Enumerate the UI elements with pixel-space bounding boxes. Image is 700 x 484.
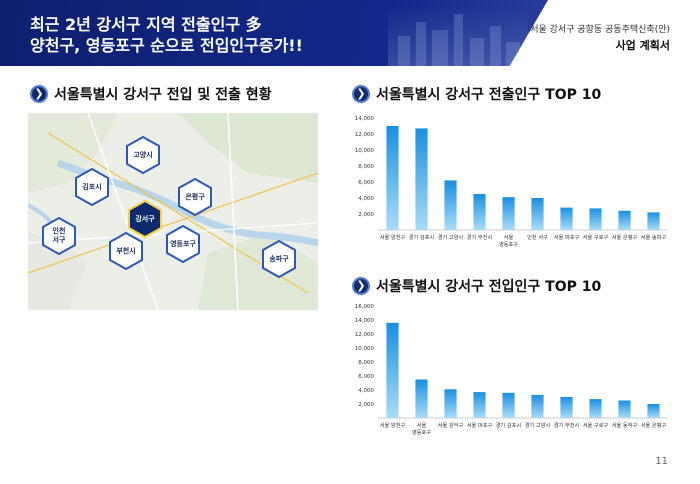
map-region-label: 인천 서구 [52,227,66,244]
outflow-y-tick-label: 4,000 [358,196,374,202]
page-number: 11 [655,456,668,467]
header-title: 최근 2년 강서구 지역 전출인구 多 양천구, 영등포구 순으로 전입인구증가… [30,14,303,56]
map-region-label: 부천시 [116,246,136,255]
outflow-x-tick-label: 서울 은평구 [612,233,638,241]
map-region-2: 김포시 [75,168,109,206]
outflow-y-tick-label: 14,000 [355,116,375,122]
chevron-right-icon: ❯ [352,85,370,103]
map-section-title: ❯ 서울특별시 강서구 전입 및 전출 현황 [30,84,272,104]
map-region-6: 부천시 [109,232,143,270]
outflow-bar [386,126,399,230]
inflow-x-tick-label: 서울 동작구 [612,421,638,429]
inflow-section-title: ❯ 서울특별시 강서구 전입인구 TOP 10 [352,276,601,296]
outflow-bar [531,198,544,230]
map-region-8: 송파구 [262,240,296,278]
document-title: 사업 계획서 [615,39,670,52]
outflow-bar-chart: 14,000 12,000 10,000 8,000 6,000 4,000 2,000 서울… [355,116,668,248]
outflow-y-tick-label: 2,000 [358,212,374,218]
outflow-bar [647,212,660,230]
inflow-x-tick-label: 서울 영등포구 [412,421,431,436]
inflow-bar [473,392,486,418]
map-region-label: 강서구 [135,214,155,223]
inflow-y-tick-label: 10,000 [355,346,375,352]
inflow-section-title-text: 서울특별시 강서구 전입인구 TOP 10 [376,279,602,295]
outflow-x-tick-label: 서울 송파구 [641,233,667,241]
inflow-x-tick-label: 서울 구로구 [583,421,609,429]
map-background [28,113,318,310]
inflow-x-tick-label: 서울 관악구 [438,421,464,429]
outflow-bar [560,207,573,230]
inflow-bar-chart: 16,000 14,000 12,000 10,000 8,000 6,000 4,000 2… [355,304,668,436]
header-title-line-2: 양천구, 영등포구 순으로 전입인구증가!! [30,36,303,55]
outflow-x-tick-label: 경기 고양시 [438,233,464,241]
outflow-bar [415,128,428,230]
map-region-4: 강서구 [128,200,162,238]
outflow-x-tick-label: 서울 마포구 [554,233,580,241]
inflow-bar [531,394,544,418]
inflow-bar [444,389,457,418]
outflow-section-title-text: 서울특별시 강서구 전출인구 TOP 10 [376,87,602,103]
map-region-1: 고양시 [126,136,160,174]
outflow-y-tick-label: 8,000 [358,164,374,170]
inflow-x-tick-label: 경기 부천시 [554,421,580,429]
inflow-bar [502,392,515,418]
inflow-y-tick-label: 4,000 [358,388,374,394]
outflow-x-tick-label: 경기 부천시 [467,233,493,241]
inflow-x-tick-label: 서울 은평구 [641,421,667,429]
chevron-right-icon: ❯ [352,277,370,295]
inflow-y-tick-label: 16,000 [355,304,375,310]
project-name: 서울 강서구 공항동 공동주택신축(안) [530,25,670,35]
outflow-x-tick-label: 서울 양천구 [380,233,406,241]
map-region-label: 송파구 [269,254,289,263]
header-title-line-1: 최근 2년 강서구 지역 전출인구 多 [30,15,262,34]
outflow-bar [618,210,631,230]
inflow-y-tick-label: 6,000 [358,374,374,380]
inflow-bar [647,404,660,418]
outflow-y-tick-label: 6,000 [358,180,374,186]
header-banner [0,0,548,66]
inflow-x-tick-label: 서울 마포구 [467,421,493,429]
page-header: 최근 2년 강서구 지역 전출인구 多 양천구, 영등포구 순으로 전입인구증가… [0,0,700,66]
inflow-x-tick-label: 경기 김포시 [496,421,522,429]
outflow-x-tick-label: 인천 서구 [527,233,548,241]
inflow-bar [386,322,399,418]
inflow-bar [589,399,602,418]
outflow-y-tick-label: 10,000 [355,148,375,154]
outflow-y-tick-label: 12,000 [355,132,375,138]
outflow-bar [473,194,486,230]
inflow-y-tick-label: 2,000 [358,402,374,408]
inflow-y-tick-label: 14,000 [355,318,375,324]
inflow-x-tick-label: 서울 양천구 [380,421,406,429]
inflow-y-tick-label: 8,000 [358,360,374,366]
outflow-section-title: ❯ 서울특별시 강서구 전출인구 TOP 10 [352,84,601,104]
map-section-title-text: 서울특별시 강서구 전입 및 전출 현황 [54,87,272,103]
inflow-bar [618,400,631,418]
inflow-bar [415,379,428,418]
outflow-bar [444,180,457,230]
document-info: 서울 강서구 공항동 공동주택신축(안) 사업 계획서 [530,22,670,53]
inflow-y-tick-label: 12,000 [355,332,375,338]
outflow-x-tick-label: 서울 구로구 [583,233,609,241]
map-region-3: 은평구 [178,178,212,216]
city-skyline-image [388,6,528,66]
map-region-5: 인천 서구 [42,217,76,255]
chevron-right-icon: ❯ [30,85,48,103]
map-region-7: 영등포구 [166,225,200,263]
map-region-label: 영등포구 [170,239,196,248]
outflow-bar [589,208,602,230]
map-region-label: 고양시 [133,150,153,159]
map-region-label: 은평구 [185,192,205,201]
outflow-bar [502,197,515,230]
inflow-bar [560,397,573,418]
map-region-label: 김포시 [82,182,102,191]
outflow-x-tick-label: 경기 김포시 [409,233,435,241]
inflow-x-tick-label: 경기 고양시 [525,421,551,429]
outflow-x-tick-label: 서울 영등포구 [499,233,518,248]
